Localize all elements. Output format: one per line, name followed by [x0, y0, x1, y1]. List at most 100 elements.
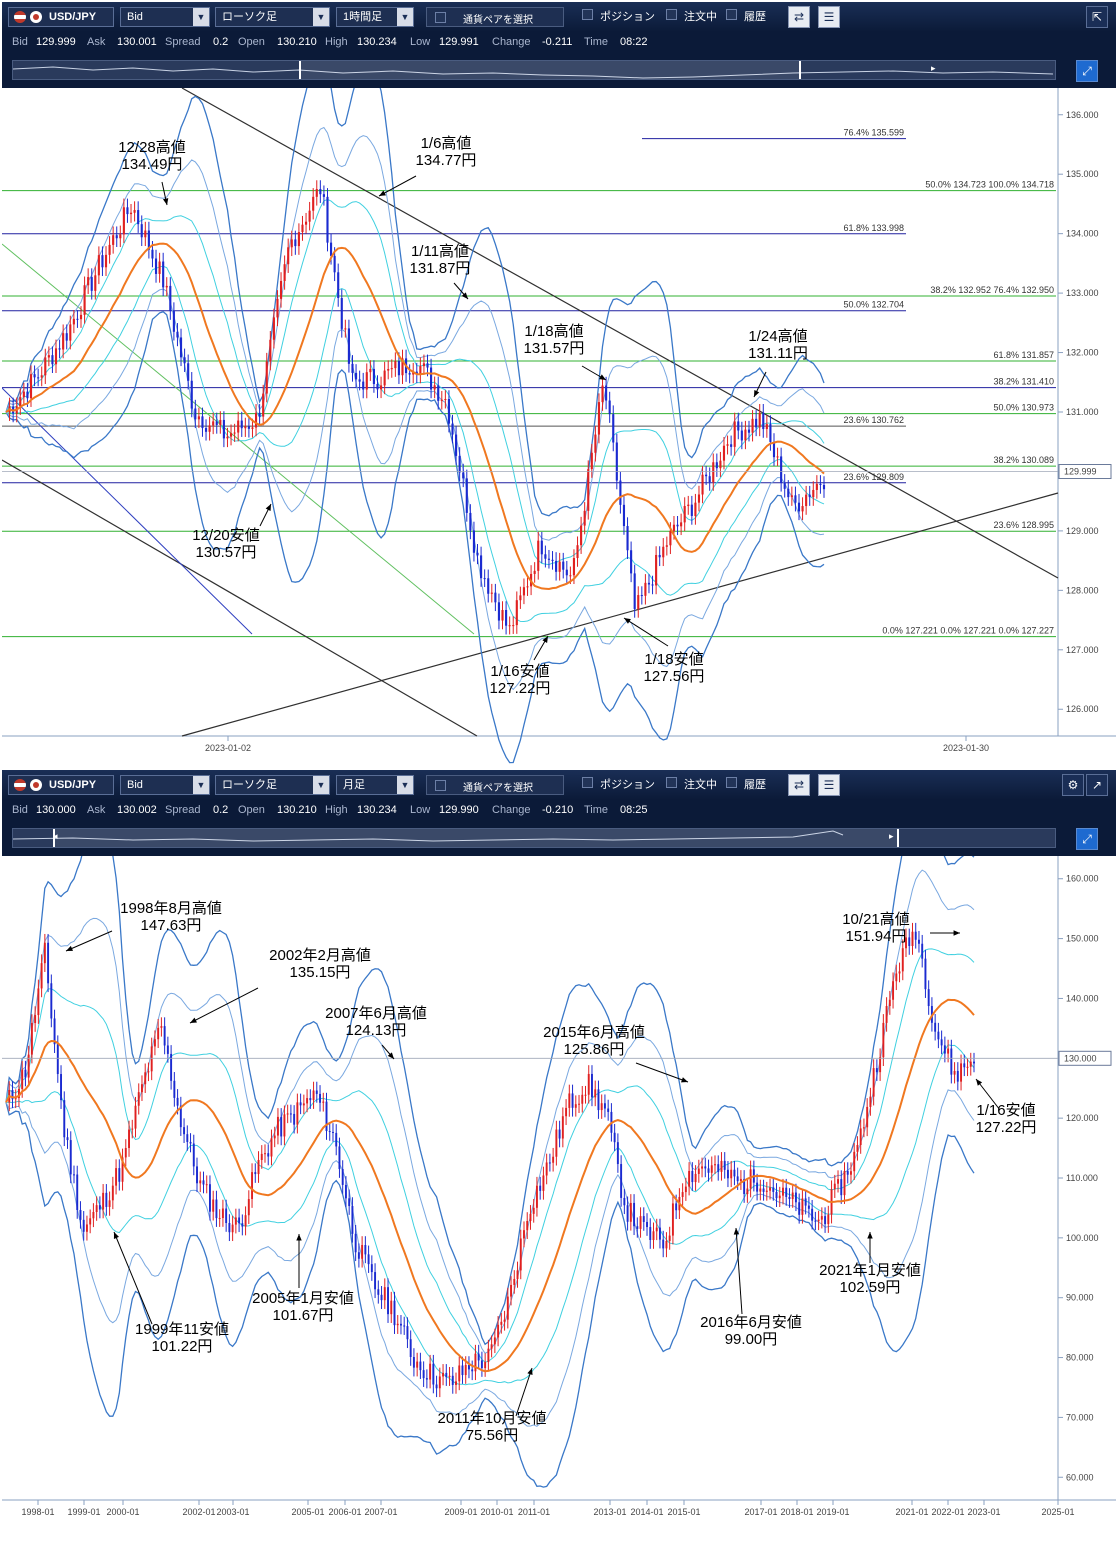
candle-body	[144, 230, 147, 238]
candle-body	[337, 272, 340, 299]
candle-body	[665, 1240, 668, 1249]
position-toggle[interactable]: ポジション	[582, 7, 662, 27]
annotation-arrow	[735, 1227, 743, 1315]
annotation-title: 12/20安値	[192, 527, 260, 544]
candle-body	[308, 210, 311, 222]
annotation-price: 134.77円	[416, 152, 477, 169]
candle-body	[351, 363, 354, 373]
chevron-down-icon: ▼	[397, 776, 413, 794]
candle-body	[824, 1216, 827, 1225]
candle-body	[697, 1168, 700, 1174]
chevron-down-icon: ▼	[193, 8, 209, 26]
currency-pair-selector[interactable]: USD/JPY	[8, 775, 114, 795]
candle-body	[840, 1179, 843, 1196]
candle-body	[47, 942, 50, 984]
range-scrubber: ◂ ▸ ⤢	[2, 822, 1116, 856]
orders-toggle[interactable]: 注文中	[666, 7, 726, 27]
annotation-price: 99.00円	[725, 1331, 778, 1348]
annotation-price: 101.22円	[152, 1338, 213, 1355]
timeframe-select[interactable]: 1時間足 ▼	[336, 7, 414, 27]
timeframe-select[interactable]: 月足 ▼	[336, 775, 414, 795]
candle-body	[655, 554, 658, 586]
annotation-arrowhead	[265, 504, 271, 511]
candle-body	[759, 1188, 762, 1192]
select-pair-button[interactable]: 通貨ペアを選択	[426, 775, 564, 795]
candle-body	[730, 1169, 733, 1179]
candle-body	[512, 625, 515, 627]
chevron-down-icon: ▼	[397, 8, 413, 26]
candle-body	[751, 418, 754, 433]
currency-pair-selector[interactable]: USD/JPY	[8, 7, 114, 27]
candle-body	[65, 333, 68, 341]
zoom-reset-button[interactable]: ⤢	[1076, 828, 1098, 850]
candle-body	[676, 524, 679, 527]
candle-body	[400, 1323, 402, 1326]
candle-body	[934, 1022, 937, 1032]
select-pair-button[interactable]: 通貨ペアを選択	[426, 7, 564, 27]
candle-body	[72, 318, 75, 325]
candle-body	[513, 1278, 516, 1285]
scroll-right-icon[interactable]: ▸	[931, 63, 936, 73]
candle-body	[480, 555, 483, 579]
range-scrubber-track[interactable]: ◂ ▸	[12, 828, 1056, 848]
candle-body	[69, 1140, 72, 1175]
annotation-arrowhead	[867, 1232, 873, 1239]
candle-body	[296, 1102, 299, 1125]
zoom-reset-button[interactable]: ⤢	[1076, 60, 1098, 82]
annotation-arrowhead	[624, 618, 631, 624]
candle-body	[279, 280, 283, 299]
history-toggle[interactable]: 履歴	[726, 7, 776, 27]
candle-body	[205, 1184, 208, 1186]
popout-button[interactable]: ↗	[1086, 774, 1108, 796]
range-scrubber: ▸ ⤢	[2, 54, 1116, 88]
candle-body	[814, 1220, 817, 1222]
candle-body	[583, 510, 586, 526]
candle-body	[490, 592, 493, 594]
monthly-chart-area[interactable]: 160.000 150.000 140.000 130.000 120.000 110.0…	[2, 786, 1116, 1543]
candle-body	[587, 1073, 590, 1095]
candle-body	[743, 1178, 746, 1195]
settings-button[interactable]: ⚙	[1062, 774, 1084, 796]
position-toggle[interactable]: ポジション	[582, 775, 662, 795]
candle-body	[665, 545, 668, 547]
scroll-left-icon[interactable]: ◂	[53, 831, 58, 841]
candle-body	[756, 1182, 759, 1192]
chart-list-button[interactable]: ☰	[818, 6, 840, 28]
history-toggle[interactable]: 履歴	[726, 775, 776, 795]
candle-body	[76, 318, 79, 320]
price-type-select[interactable]: Bid ▼	[120, 7, 210, 27]
candle-body	[299, 1102, 302, 1106]
fibonacci-level-label: 50.0% 130.973	[993, 403, 1054, 413]
candle-body	[406, 1326, 409, 1340]
hourly-chart-area[interactable]: 76.4% 135.599 50.0% 134.723 100.0% 134.71…	[2, 50, 1116, 764]
candle-body	[740, 430, 743, 441]
candle-body	[551, 559, 554, 561]
orders-toggle[interactable]: 注文中	[666, 775, 726, 795]
candle-body	[189, 1141, 192, 1144]
candle-body	[44, 357, 47, 376]
chart-refresh-button[interactable]: ⇄	[788, 6, 810, 28]
chart-refresh-button[interactable]: ⇄	[788, 774, 810, 796]
annotation-title: 1/16安値	[976, 1102, 1035, 1119]
candle-body	[815, 483, 818, 490]
chart-type-select[interactable]: ローソク足 ▼	[215, 775, 330, 795]
range-window[interactable]	[53, 829, 899, 847]
range-window[interactable]	[299, 61, 801, 79]
popout-button[interactable]: ⇱	[1086, 6, 1108, 28]
scroll-right-icon[interactable]: ▸	[889, 831, 894, 841]
candle-body	[90, 277, 93, 291]
candle-body	[649, 1227, 652, 1241]
candle-body	[892, 981, 895, 1000]
candle-body	[668, 1235, 671, 1241]
chart-list-button[interactable]: ☰	[818, 774, 840, 796]
trendline-lower-channel	[2, 459, 478, 737]
time-tick-label: 1998-01	[21, 1507, 54, 1517]
price-type-select[interactable]: Bid ▼	[120, 775, 210, 795]
candle-body	[508, 625, 511, 627]
chart-type-select[interactable]: ローソク足 ▼	[215, 7, 330, 27]
time-tick-label: 2009-01	[444, 1507, 477, 1517]
candle-body	[376, 384, 379, 390]
candle-body	[807, 1205, 810, 1209]
candle-body	[328, 1131, 331, 1133]
range-scrubber-track[interactable]: ▸	[12, 60, 1056, 80]
